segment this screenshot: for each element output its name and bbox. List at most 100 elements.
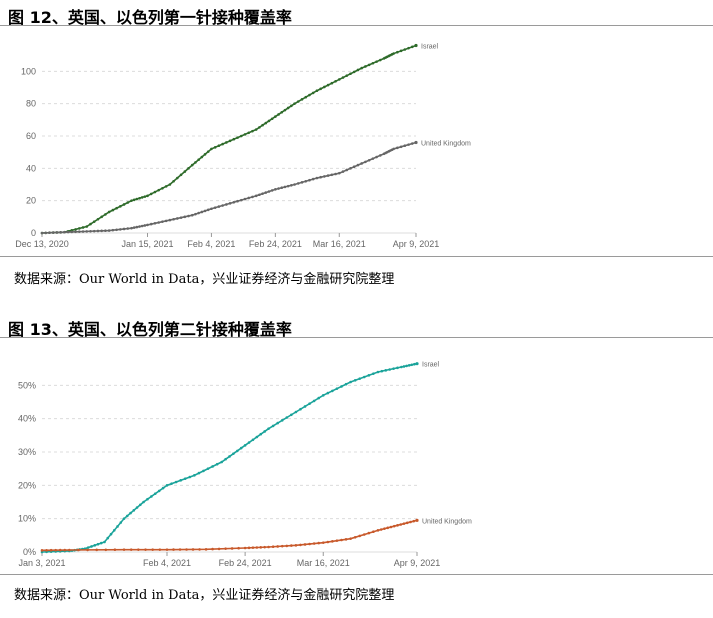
y-tick-label: 0%	[23, 547, 36, 557]
data-point	[341, 76, 345, 79]
data-point	[271, 424, 275, 428]
data-point	[321, 394, 325, 397]
data-point	[251, 129, 254, 133]
data-point	[379, 58, 382, 62]
data-point	[116, 525, 119, 528]
data-point	[153, 190, 157, 194]
bottom-rule	[0, 574, 713, 575]
data-point	[215, 462, 219, 466]
data-point	[132, 509, 136, 512]
data-point	[111, 208, 115, 212]
data-point	[197, 471, 201, 475]
data-point	[274, 188, 277, 191]
chart-second-dose-coverage: 0% 10% 20% 30% 40% 50% Jan 3, 2021 Feb 4, 2021 F…	[18, 362, 472, 568]
data-point	[161, 186, 164, 190]
data-point	[303, 405, 307, 408]
y-tick-label: 30%	[18, 447, 36, 457]
data-point	[392, 52, 395, 55]
data-point	[251, 546, 255, 549]
data-point	[198, 548, 201, 551]
data-point	[68, 548, 71, 552]
data-point	[179, 479, 182, 482]
data-point	[165, 548, 169, 551]
data-point	[150, 495, 153, 498]
data-point	[399, 523, 403, 526]
data-point	[85, 225, 89, 228]
data-point	[311, 177, 315, 181]
data-point	[280, 110, 284, 114]
data-point	[178, 548, 182, 551]
x-tick-label: Feb 4, 2021	[187, 239, 235, 249]
data-point	[104, 213, 107, 216]
data-point	[335, 387, 339, 390]
data-point	[376, 529, 380, 532]
data-point	[157, 221, 160, 224]
data-point	[99, 541, 103, 545]
data-point	[81, 230, 85, 233]
data-point	[104, 548, 108, 552]
data-point	[164, 219, 168, 223]
data-point	[93, 544, 97, 547]
y-tick-label: 40	[26, 163, 36, 173]
data-point	[403, 48, 407, 51]
data-point	[267, 119, 271, 123]
data-point	[119, 521, 123, 524]
data-point	[172, 179, 175, 183]
data-point	[290, 184, 293, 187]
data-point	[258, 193, 261, 197]
data-point	[44, 231, 48, 235]
data-point	[349, 380, 352, 384]
data-point	[276, 545, 279, 548]
data-point	[49, 548, 53, 552]
y-tick-label: 20	[26, 196, 36, 206]
y-tick-label: 0	[31, 228, 36, 238]
data-point	[164, 185, 168, 188]
y-tick-label: 60	[26, 131, 36, 141]
data-point	[345, 168, 349, 172]
data-point	[237, 546, 240, 550]
y-tick-label: 20%	[18, 480, 36, 490]
data-point	[399, 49, 403, 53]
data-point	[63, 230, 66, 234]
figure-source: 数据来源：Our World in Data，兴业证券经济与金融研究院整理	[14, 272, 395, 287]
data-point	[125, 514, 129, 518]
data-point	[308, 93, 311, 97]
data-point	[157, 489, 161, 493]
data-point	[161, 220, 164, 223]
data-point	[239, 198, 243, 202]
data-point	[263, 430, 266, 433]
series-line	[41, 44, 417, 234]
title-rule	[0, 25, 713, 26]
data-point	[254, 128, 258, 131]
data-point	[360, 66, 363, 70]
data-point	[96, 542, 100, 546]
data-point	[356, 68, 360, 72]
data-point	[126, 201, 130, 204]
data-point	[337, 78, 341, 81]
data-point	[413, 362, 416, 366]
data-point	[210, 147, 213, 151]
data-point	[258, 126, 261, 129]
data-point	[283, 108, 287, 112]
data-point	[270, 189, 274, 192]
data-point	[161, 486, 165, 490]
data-point	[142, 500, 145, 504]
data-point	[151, 548, 154, 551]
data-point	[149, 192, 153, 196]
data-point	[367, 63, 371, 67]
data-point	[168, 183, 172, 186]
data-point	[239, 134, 243, 138]
data-point	[210, 207, 213, 211]
data-point	[179, 173, 183, 177]
data-point	[55, 231, 59, 234]
data-point	[349, 72, 352, 76]
data-point	[264, 191, 268, 194]
data-point	[376, 370, 380, 374]
data-point	[290, 413, 293, 417]
data-point	[243, 546, 247, 550]
series-line	[41, 362, 418, 553]
data-point	[187, 214, 190, 218]
figure-title: 图 12、英国、以色列第一针接种覆盖率	[8, 8, 292, 27]
data-point	[90, 545, 93, 548]
data-point	[410, 142, 414, 145]
